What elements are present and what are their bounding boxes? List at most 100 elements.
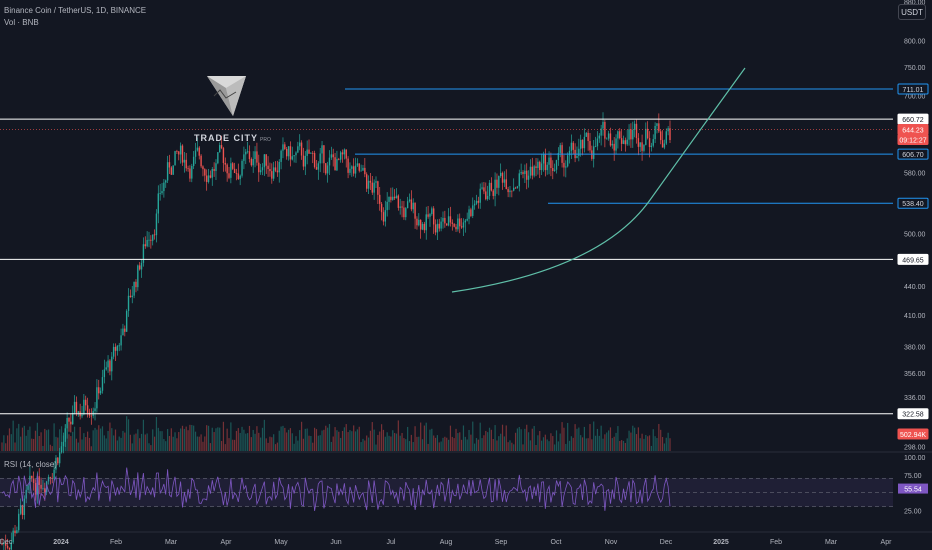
volume-bar [265,438,267,451]
candle-body [652,139,654,146]
volume-bar [542,437,545,451]
volume-bar [321,430,323,451]
price-tick: 750.00 [904,65,926,72]
candle-body [451,222,453,224]
candle-body [243,154,245,161]
volume-bar [62,435,65,451]
volume-bar [630,432,632,451]
candle-body [570,142,573,151]
candle-body [8,547,11,550]
candle-body [280,150,282,162]
volume-bar [397,420,399,451]
candle-body [222,148,225,163]
volume-bar [191,424,193,451]
candle-body [129,295,132,298]
volume-bar [81,439,83,451]
candle-body [520,172,522,174]
candle-body [544,154,547,171]
volume-bar [408,441,411,451]
candle-body [622,140,625,144]
volume-bar [140,433,143,451]
candle-body [459,218,461,227]
volume-bar [180,428,182,451]
candle-body [168,162,171,168]
candle-body [107,360,109,368]
volume-bar [360,442,362,451]
volume-bar [327,427,329,451]
volume-bar [386,432,388,451]
volume-bar [105,438,107,451]
candle-body [546,164,548,171]
candle-body [265,154,267,166]
volume-bar [392,430,394,451]
candle-body [371,182,373,193]
time-tick: Dec [660,539,673,546]
candle-body [624,140,627,145]
volume-bar [209,443,212,451]
candle-body [312,152,314,154]
candle-body [183,159,186,163]
candle-body [313,153,316,168]
price-tick: 356.00 [904,371,926,378]
candle-body [127,295,130,311]
volume-bar [442,437,444,451]
candle-body [163,182,165,192]
volume-bar [8,428,11,451]
volume-bar [444,436,446,451]
volume-bar [514,432,517,451]
candle-body [460,226,463,228]
candle-body [395,195,398,199]
volume-bar [51,446,53,451]
candle-body [332,154,334,158]
candle-body [196,147,199,151]
candle-body [198,147,200,156]
volume-bar [628,430,630,451]
volume-bar [122,430,124,451]
candle-body [338,158,340,160]
volume-bar [304,428,306,451]
volume-bar [269,436,271,451]
volume-bar [256,426,258,451]
candle-body [373,182,375,193]
candle-body [181,145,184,163]
time-tick: 2025 [713,539,729,546]
volume-bar [107,430,109,451]
volume-bar [260,437,262,451]
candle-body [643,144,645,151]
volume-bar [86,431,89,451]
volume-bar [518,426,520,451]
candle-body [669,128,671,141]
volume-bar [100,428,102,451]
volume-bar [103,435,105,451]
volume-bar [139,438,141,451]
volume-bar [380,424,383,451]
volume-bar [315,429,318,451]
volume-bar [537,435,539,451]
candle-body [224,162,226,165]
candle-body [604,121,606,139]
volume-bar [280,426,282,451]
volume-bar [178,432,180,451]
time-tick: Apr [881,539,893,546]
volume-bar [118,436,120,451]
volume-bar [602,438,604,451]
volume-bar [131,443,133,451]
volume-bar [485,430,487,451]
candle-body [661,140,664,148]
volume-bar [648,435,651,451]
volume-bar [142,419,145,451]
volume-bar [202,441,204,451]
volume-bar [433,435,435,451]
volume-bar [243,429,245,451]
candle-body [239,175,241,180]
volume-bar [451,436,453,451]
volume-bar [317,435,319,451]
rsi-label: RSI (14, close) [4,460,57,469]
volume-bar [163,439,165,451]
currency-button[interactable]: USDT [898,4,926,20]
volume-bar [609,427,612,451]
candle-body [120,335,122,346]
candle-body [81,414,83,417]
volume-bar [332,436,334,451]
